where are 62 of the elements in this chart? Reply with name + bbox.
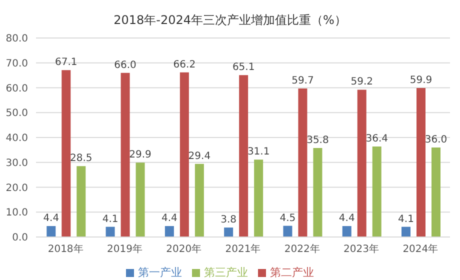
bar [239, 75, 248, 237]
chart-title: 2018年-2024年三次产业增加值比重（%） [112, 12, 348, 29]
data-label: 29.9 [129, 150, 152, 161]
data-label: 4.5 [280, 212, 296, 224]
y-tick-label: 30.0 [6, 158, 28, 169]
bar [402, 226, 411, 237]
bar [164, 226, 174, 237]
y-tick-label: 10.0 [6, 208, 28, 219]
y-tick-label: 40.0 [6, 133, 28, 144]
data-label: 4.1 [102, 214, 118, 225]
data-label: 59.9 [410, 75, 432, 86]
data-label: 3.8 [220, 214, 237, 226]
x-tick-label: 2021年 [225, 243, 261, 256]
bar [432, 147, 441, 237]
bar [194, 164, 204, 237]
x-tick-label: 2022年 [284, 243, 320, 256]
data-label: 66.2 [173, 59, 196, 70]
bar [372, 146, 382, 237]
bar [106, 226, 115, 237]
y-tick-label: 20.0 [6, 182, 28, 194]
data-label: 65.1 [232, 62, 255, 74]
data-label: 28.5 [70, 153, 92, 164]
x-tick-label: 2019年 [106, 243, 142, 256]
bar [298, 88, 308, 237]
bar [46, 226, 56, 237]
y-tick-label: 80.0 [6, 34, 28, 45]
y-tick-label: 70.0 [6, 58, 28, 70]
bar [224, 228, 234, 237]
data-label: 35.8 [306, 134, 329, 146]
data-label: 66.0 [114, 60, 136, 71]
x-tick-label: 2018年 [48, 243, 84, 256]
data-label: 36.0 [424, 134, 448, 146]
bar [76, 166, 86, 237]
x-tick-label: 2020年 [166, 243, 202, 256]
data-label: 31.1 [247, 146, 270, 158]
bar [136, 162, 145, 237]
data-label: 29.4 [188, 150, 211, 162]
bar [120, 72, 130, 237]
bar [357, 90, 366, 237]
x-tick-label: 2023年 [344, 243, 380, 256]
legend-label: 第三产业 [204, 266, 248, 279]
data-label: 4.1 [398, 214, 414, 225]
y-tick-label: 60.0 [6, 83, 28, 94]
bar [180, 72, 189, 237]
data-label: 59.7 [292, 75, 314, 86]
bar [313, 148, 322, 237]
legend-label: 第二产业 [270, 266, 314, 279]
y-tick-label: 0.0 [12, 232, 28, 244]
bar [62, 70, 71, 237]
y-tick-label: 50.0 [6, 108, 28, 120]
data-label: 59.2 [350, 76, 373, 88]
data-label: 36.4 [366, 133, 388, 144]
data-label: 67.1 [55, 57, 78, 68]
bar [283, 226, 292, 237]
bar [342, 226, 352, 237]
legend-label: 第一产业 [138, 266, 182, 279]
x-tick-label: 2024年 [402, 243, 438, 256]
data-label: 4.4 [338, 213, 355, 224]
bar [416, 88, 426, 237]
data-label: 4.4 [161, 213, 178, 224]
bar [254, 160, 264, 237]
data-label: 4.4 [43, 213, 60, 224]
